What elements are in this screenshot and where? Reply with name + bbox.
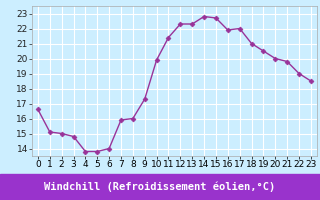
Text: Windchill (Refroidissement éolien,°C): Windchill (Refroidissement éolien,°C) [44, 182, 276, 192]
